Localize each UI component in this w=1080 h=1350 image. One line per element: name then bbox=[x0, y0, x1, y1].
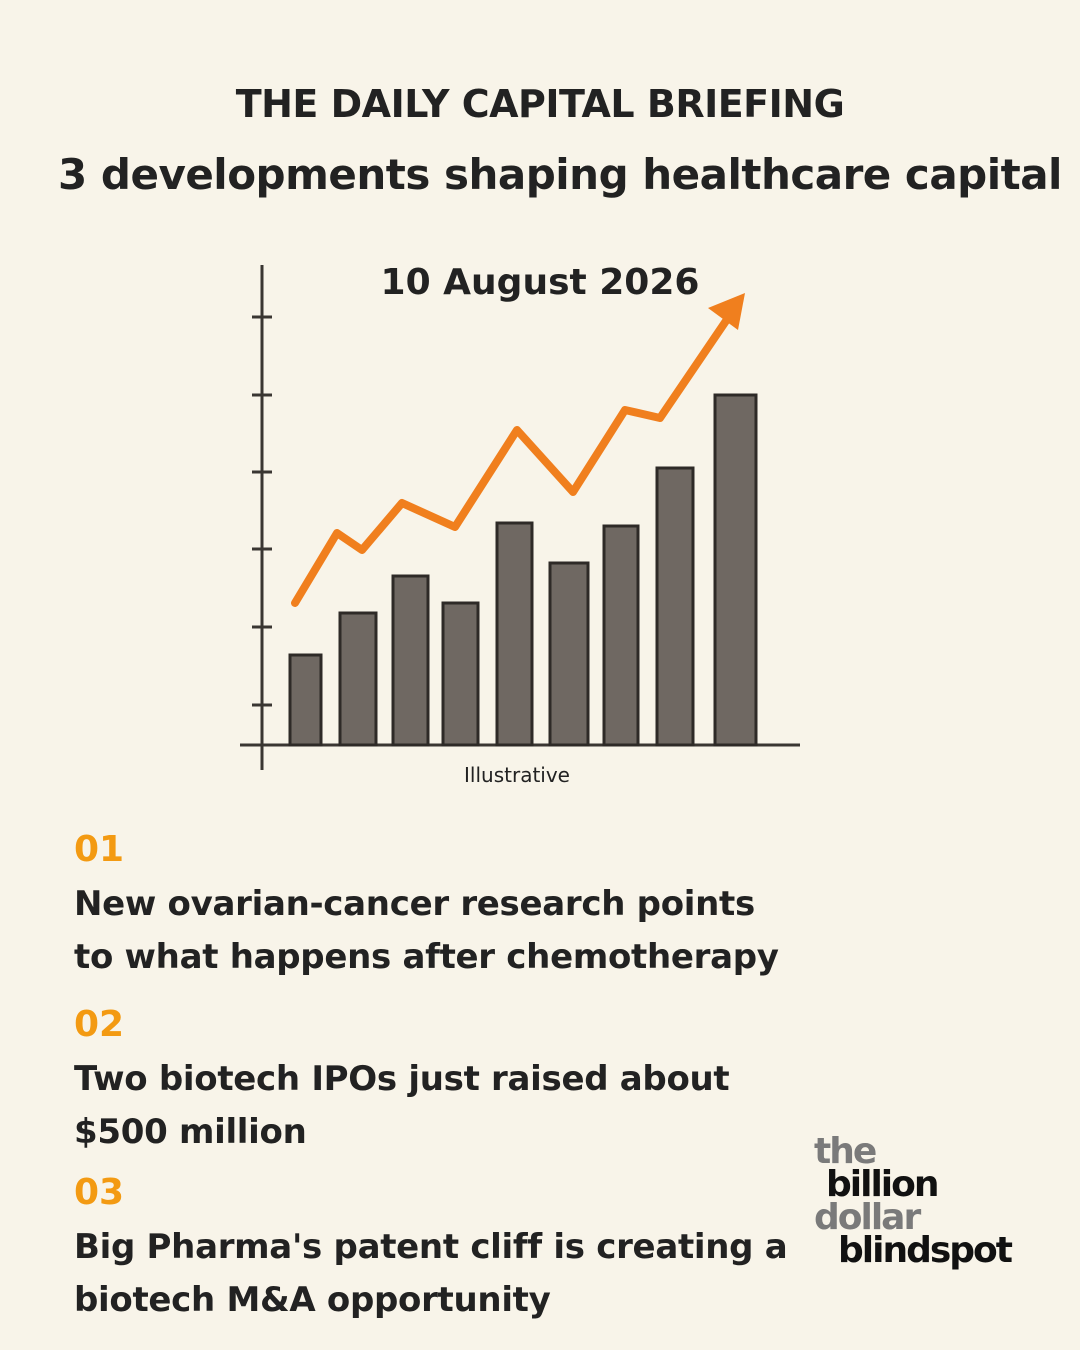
caption: Illustrative bbox=[464, 763, 570, 787]
logo-word: the bbox=[814, 1131, 877, 1172]
item: 03 Big Pharma's patent cliff is creating… bbox=[74, 1173, 794, 1327]
item: 02 Two biotech IPOs just raised about $5… bbox=[74, 1005, 794, 1159]
title: THE DAILY CAPITAL BRIEFING bbox=[235, 82, 845, 126]
item-text: Big Pharma's patent cliff is creating a … bbox=[74, 1227, 788, 1320]
item-text: Two biotech IPOs just raised about $500 … bbox=[74, 1059, 730, 1152]
item-number: 03 bbox=[74, 1172, 125, 1213]
item: 01 New ovarian-cancer research points to… bbox=[74, 830, 794, 984]
date: 10 August 2026 bbox=[381, 262, 700, 303]
logo-word: blindspot bbox=[838, 1230, 1013, 1271]
item-number: 02 bbox=[74, 1004, 125, 1045]
item-number: 01 bbox=[74, 829, 125, 870]
logo-word: dollar bbox=[814, 1197, 921, 1238]
illustration: 10 August 2026 Illustrative bbox=[240, 262, 800, 787]
item-text: New ovarian-cancer research points to wh… bbox=[74, 884, 779, 977]
logo-word: billion bbox=[826, 1164, 939, 1205]
subtitle: 3 developments shaping healthcare capita… bbox=[58, 150, 1062, 199]
